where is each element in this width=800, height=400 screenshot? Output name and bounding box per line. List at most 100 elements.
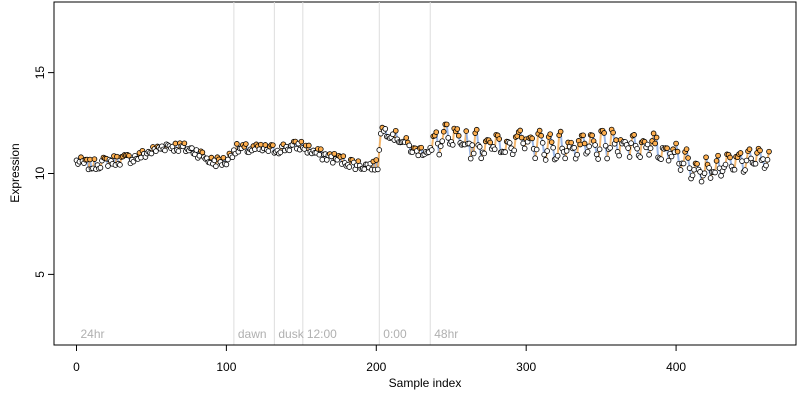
period-label: 12:00: [307, 327, 337, 341]
data-point: [668, 153, 675, 160]
y-axis: 5 10 15: [33, 66, 55, 278]
data-point: [689, 172, 696, 179]
data-point: [601, 130, 607, 136]
fit-segment: [598, 130, 603, 150]
data-point: [346, 164, 353, 170]
data-point: [584, 148, 591, 155]
data-point: [330, 159, 336, 166]
data-point: [607, 145, 613, 151]
data-point: [469, 142, 476, 148]
data-point: [574, 151, 580, 158]
data-point: [181, 140, 188, 147]
data-point: [476, 144, 483, 150]
data-point: [234, 141, 240, 147]
data-point: [538, 132, 544, 139]
data-point: [511, 147, 517, 154]
data-point: [97, 164, 104, 171]
data-point: [487, 139, 494, 146]
data-point: [298, 138, 305, 145]
data-point: [374, 166, 381, 173]
data-point: [532, 155, 538, 162]
y-tick-label: 10: [33, 167, 47, 181]
x-axis: 0 100 200 300 400: [73, 344, 686, 374]
data-point: [473, 126, 480, 133]
data-point: [243, 141, 249, 147]
data-point: [172, 140, 179, 147]
data-point: [763, 162, 769, 169]
period-label: 48hr: [434, 327, 458, 341]
data-point: [87, 156, 93, 163]
data-point: [637, 154, 643, 160]
fit-segment: [472, 133, 477, 154]
x-tick-label: 100: [216, 360, 236, 374]
data-point: [577, 141, 583, 148]
data-point: [467, 155, 474, 162]
data-point: [722, 161, 729, 168]
period-label: dusk: [278, 327, 304, 341]
data-point: [389, 131, 396, 138]
data-point: [563, 148, 570, 154]
period-label: dawn: [238, 327, 267, 341]
data-point: [647, 145, 654, 151]
data-point: [316, 151, 323, 158]
data-point: [653, 134, 660, 141]
data-point: [727, 154, 733, 161]
data-point: [596, 146, 603, 153]
data-point: [592, 142, 598, 148]
data-point: [673, 140, 679, 147]
data-point: [126, 152, 132, 159]
data-point: [544, 148, 550, 154]
data-point: [455, 132, 462, 139]
data-point: [631, 132, 637, 138]
period-lines: [233, 2, 431, 345]
data-point: [521, 145, 528, 152]
data-point: [529, 135, 535, 142]
data-point: [306, 142, 312, 149]
data-point: [634, 145, 640, 152]
data-point: [440, 128, 447, 135]
data-point: [683, 146, 690, 152]
data-point: [616, 152, 622, 159]
data-point: [743, 157, 750, 164]
data-point: [554, 152, 561, 159]
data-point: [439, 138, 446, 144]
data-point: [406, 142, 413, 149]
data-point: [613, 137, 619, 143]
plot-frame: [53, 1, 797, 346]
data-point: [752, 160, 759, 167]
data-point: [223, 161, 230, 168]
data-point: [542, 157, 549, 163]
data-point: [677, 167, 684, 173]
data-point: [644, 141, 651, 148]
fit-segment: [655, 137, 660, 158]
y-tick-label: 5: [33, 271, 47, 278]
data-point: [764, 156, 771, 163]
period-label: 24hr: [80, 327, 104, 341]
data-point: [470, 150, 477, 157]
data-point: [105, 163, 111, 169]
data-point: [628, 140, 634, 146]
data-point: [571, 144, 577, 151]
data-point: [604, 155, 610, 162]
data-point: [373, 157, 380, 163]
data-point: [454, 126, 461, 132]
data-point: [478, 155, 485, 162]
data-point: [382, 126, 389, 132]
x-tick-label: 200: [366, 360, 386, 374]
data-point: [674, 148, 681, 155]
x-tick-label: 0: [73, 360, 80, 374]
data-point: [376, 147, 383, 153]
data-point: [415, 152, 422, 159]
data-point: [718, 172, 724, 179]
x-tick-label: 300: [516, 360, 536, 374]
data-point: [265, 148, 272, 154]
data-point: [680, 160, 687, 167]
data-point: [189, 145, 195, 151]
data-point: [277, 149, 284, 156]
x-axis-label: Sample index: [389, 376, 462, 390]
data-point: [646, 151, 652, 158]
data-point: [746, 146, 753, 153]
data-point: [445, 135, 452, 141]
data-point: [706, 165, 712, 171]
